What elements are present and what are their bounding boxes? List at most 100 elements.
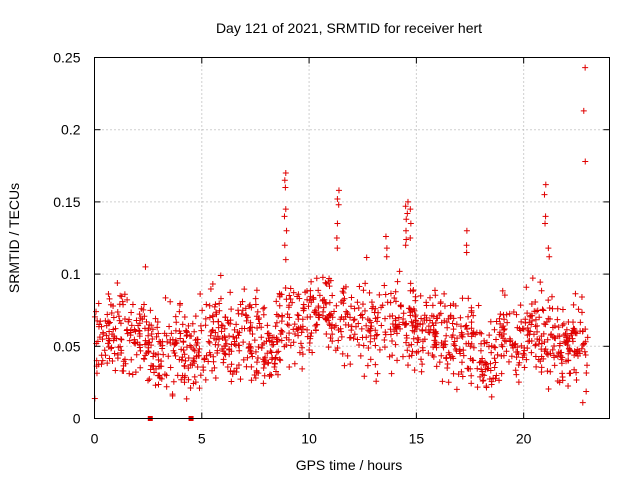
data-point (106, 295, 113, 302)
data-point (538, 353, 545, 360)
data-point (559, 370, 566, 377)
data-point (361, 307, 368, 314)
data-point (579, 342, 586, 349)
data-point (189, 320, 196, 327)
data-point (541, 191, 548, 198)
data-point (305, 303, 312, 310)
data-point (569, 327, 576, 334)
data-point (474, 365, 481, 372)
data-point (281, 177, 288, 184)
data-point (129, 301, 136, 308)
data-point (517, 327, 524, 334)
data-points (91, 64, 591, 421)
data-point (357, 352, 364, 359)
data-point (109, 331, 116, 338)
data-point (341, 362, 348, 369)
data-point (470, 357, 477, 364)
data-point (547, 350, 554, 357)
data-point (507, 337, 514, 344)
data-point (233, 321, 240, 328)
data-point (366, 317, 373, 324)
data-point (205, 358, 212, 365)
data-point (196, 352, 203, 359)
data-point (460, 347, 467, 354)
data-point (465, 313, 472, 320)
data-point (439, 378, 446, 385)
data-point (491, 343, 498, 350)
data-point (549, 305, 556, 312)
data-point (578, 309, 585, 316)
data-point (582, 351, 589, 358)
data-point (261, 355, 268, 362)
data-point (381, 336, 388, 343)
data-point (213, 311, 220, 318)
data-point (575, 306, 582, 313)
data-point (116, 301, 123, 308)
data-point (539, 306, 546, 313)
data-point (529, 312, 536, 319)
data-point (185, 365, 192, 372)
data-point (487, 318, 494, 325)
data-point (160, 351, 167, 358)
data-point (429, 352, 436, 359)
data-point (178, 356, 185, 363)
data-point (523, 356, 530, 363)
data-point (529, 275, 536, 282)
data-point (536, 314, 543, 321)
data-point (152, 351, 159, 358)
data-point (549, 346, 556, 353)
data-point (534, 328, 541, 335)
data-point (215, 318, 222, 325)
data-point (515, 351, 522, 358)
data-point (163, 383, 170, 390)
data-point (474, 384, 481, 391)
data-point (465, 295, 472, 302)
data-point (150, 363, 157, 370)
data-point (538, 287, 545, 294)
data-point (299, 365, 306, 372)
data-point (96, 334, 103, 341)
data-point (367, 338, 374, 345)
data-point (109, 358, 116, 365)
data-point (360, 287, 367, 294)
data-point (224, 364, 231, 371)
data-point (532, 316, 539, 323)
data-point (281, 213, 288, 220)
data-point (403, 339, 410, 346)
data-point (158, 358, 165, 365)
data-point (339, 350, 346, 357)
data-point (400, 315, 407, 322)
data-point (201, 356, 208, 363)
data-point (565, 382, 572, 389)
data-point (104, 360, 111, 367)
data-point (231, 338, 238, 345)
data-point (348, 294, 355, 301)
data-point (258, 334, 265, 341)
data-point (404, 210, 411, 217)
data-point (515, 379, 522, 386)
data-point (425, 323, 432, 330)
data-point (118, 336, 125, 343)
data-point (542, 220, 549, 227)
data-point (425, 350, 432, 357)
data-point (546, 253, 553, 260)
data-point (443, 319, 450, 326)
data-point (431, 287, 438, 294)
data-point (427, 294, 434, 301)
data-point (261, 361, 268, 368)
data-point (281, 242, 288, 249)
data-point (449, 320, 456, 327)
data-point (188, 344, 195, 351)
data-point (267, 348, 274, 355)
data-point (316, 292, 323, 299)
data-point (364, 362, 371, 369)
data-point (112, 367, 119, 374)
data-point (220, 359, 227, 366)
data-point (392, 315, 399, 322)
data-point (249, 330, 256, 337)
data-point (268, 339, 275, 346)
data-point (503, 338, 510, 345)
data-point (387, 331, 394, 338)
data-point (406, 305, 413, 312)
